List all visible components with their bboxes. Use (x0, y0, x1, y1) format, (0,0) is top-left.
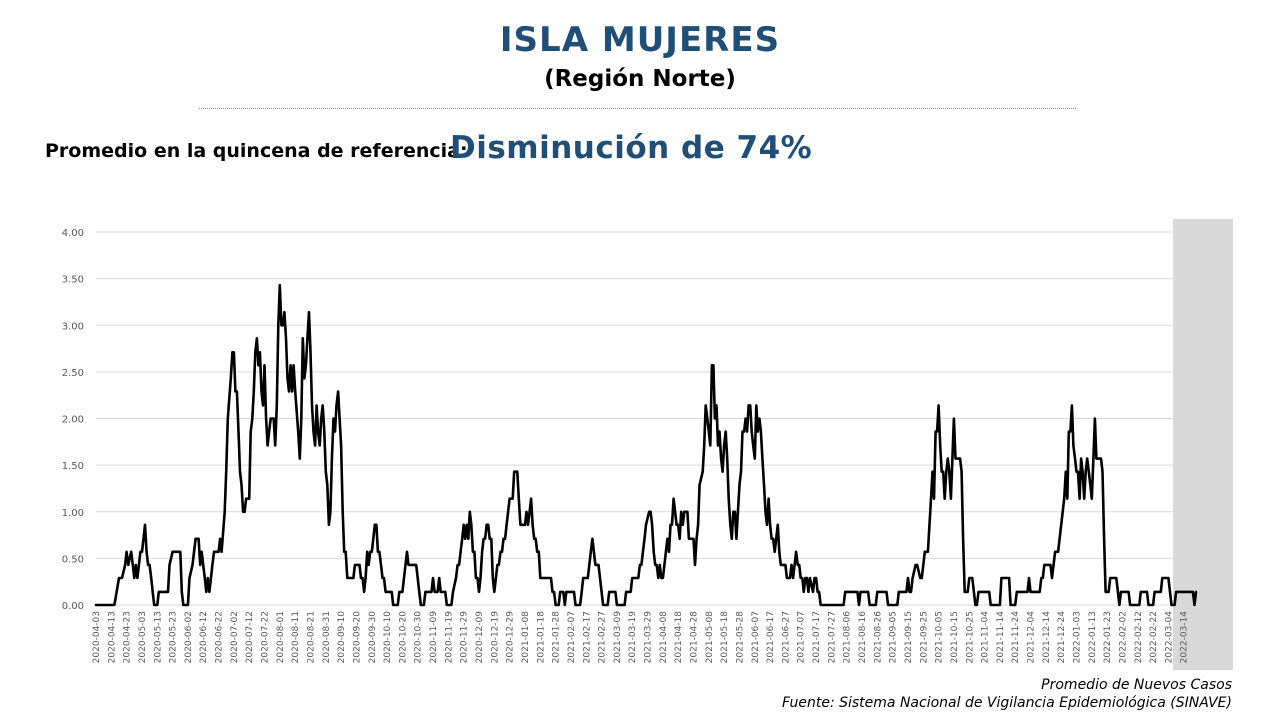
x-tick-label: 2020-05-23 (169, 611, 179, 663)
x-tick-label: 2020-11-29 (460, 611, 470, 664)
x-tick-label: 2020-11-09 (429, 611, 439, 664)
x-tick-label: 2021-08-16 (858, 611, 868, 664)
x-tick-label: 2021-10-25 (965, 611, 975, 663)
x-tick-label: 2021-09-15 (904, 611, 914, 663)
x-tick-label: 2020-08-31 (322, 611, 332, 663)
x-tick-label: 2020-12-09 (475, 611, 485, 664)
x-tick-label: 2022-01-13 (1088, 611, 1098, 663)
x-tick-label: 2021-05-18 (720, 611, 730, 664)
x-tick-label: 2021-08-26 (873, 611, 883, 664)
x-tick-label: 2021-06-07 (751, 611, 761, 663)
x-tick-label: 2021-12-04 (1027, 611, 1037, 664)
y-tick-label: 3.00 (62, 321, 84, 332)
x-tick-label: 2020-06-12 (199, 611, 209, 663)
source-note: Fuente: Sistema Nacional de Vigilancia E… (782, 695, 1232, 711)
x-tick-label: 2020-09-30 (368, 611, 378, 664)
x-tick-label: 2020-10-10 (383, 611, 393, 664)
x-tick-label: 2021-01-08 (521, 611, 531, 664)
x-tick-label: 2020-08-11 (291, 611, 301, 663)
x-tick-label: 2020-09-10 (337, 611, 347, 664)
x-tick-label: 2021-02-07 (567, 611, 577, 663)
x-tick-label: 2020-05-13 (153, 611, 163, 663)
x-tick-label: 2020-08-21 (306, 611, 316, 663)
page-title: ISLA MUJERES (499, 20, 781, 60)
x-tick-label: 2021-05-28 (735, 611, 745, 664)
x-tick-label: 2021-11-24 (1011, 611, 1021, 664)
x-tick-label: 2021-02-17 (582, 611, 592, 663)
x-tick-label: 2020-05-03 (138, 611, 148, 663)
x-tick-label: 2020-11-19 (444, 611, 454, 664)
x-tick-label: 2021-04-28 (689, 611, 699, 664)
x-tick-label: 2020-12-29 (506, 611, 516, 664)
page-subtitle: (Región Norte) (544, 66, 736, 92)
x-tick-label: 2021-12-14 (1042, 611, 1052, 664)
x-tick-label: 2021-06-17 (766, 611, 776, 663)
x-tick-label: 2021-05-08 (705, 611, 715, 664)
x-tick-label: 2021-11-14 (996, 611, 1006, 664)
x-tick-label: 2020-08-01 (276, 611, 286, 663)
y-tick-label: 1.50 (62, 461, 84, 472)
x-tick-label: 2021-07-17 (812, 611, 822, 663)
y-tick-label: 4.00 (62, 228, 84, 239)
x-tick-label: 2021-03-29 (644, 611, 654, 664)
x-tick-label: 2021-09-25 (919, 611, 929, 663)
x-tick-label: 2022-03-14 (1180, 611, 1190, 664)
y-tick-label: 0.00 (62, 601, 84, 612)
x-tick-label: 2020-07-12 (245, 611, 255, 663)
x-tick-label: 2020-07-22 (261, 611, 271, 663)
series-line (94, 283, 1198, 607)
x-tick-label: 2021-09-05 (889, 611, 899, 663)
x-tick-label: 2021-11-04 (981, 611, 991, 664)
x-tick-label: 2021-01-28 (552, 611, 562, 664)
x-tick-label: 2020-04-23 (123, 611, 133, 663)
x-tick-label: 2021-02-27 (598, 611, 608, 663)
reference-value: Disminución de 74% (450, 130, 813, 166)
reference-label: Promedio en la quincena de referencia: (45, 140, 468, 162)
highlight-band (1173, 219, 1233, 670)
x-tick-label: 2020-10-30 (414, 611, 424, 664)
x-tick-label: 2021-03-09 (613, 611, 623, 664)
x-tick-label: 2021-04-18 (674, 611, 684, 664)
x-tick-label: 2021-10-05 (935, 611, 945, 663)
x-tick-label: 2021-10-15 (950, 611, 960, 663)
x-tick-label: 2021-07-27 (827, 611, 837, 663)
x-tick-label: 2022-01-23 (1103, 611, 1113, 663)
x-tick-label: 2022-03-04 (1164, 611, 1174, 664)
x-tick-label: 2020-04-03 (92, 611, 102, 663)
y-tick-label: 0.50 (62, 554, 84, 565)
x-tick-label: 2021-03-19 (628, 611, 638, 664)
y-tick-label: 1.00 (62, 508, 84, 519)
x-tick-label: 2021-08-06 (843, 611, 853, 664)
x-tick-label: 2020-09-20 (352, 611, 362, 664)
x-tick-label: 2020-04-13 (107, 611, 117, 663)
x-tick-label: 2021-06-27 (781, 611, 791, 663)
series-label: Promedio de Nuevos Casos (1041, 677, 1232, 693)
y-tick-label: 2.00 (62, 415, 84, 426)
x-tick-label: 2022-02-02 (1118, 611, 1128, 663)
x-tick-label: 2021-07-07 (797, 611, 807, 663)
title-divider (199, 108, 1076, 109)
x-tick-label: 2021-04-08 (659, 611, 669, 664)
x-tick-label: 2020-12-19 (490, 611, 500, 664)
x-tick-label: 2020-06-02 (184, 611, 194, 663)
x-tick-label: 2020-10-20 (398, 611, 408, 664)
x-tick-label: 2022-01-03 (1073, 611, 1083, 663)
x-tick-label: 2020-07-02 (230, 611, 240, 663)
x-tick-label: 2020-06-22 (215, 611, 225, 663)
y-tick-label: 3.50 (62, 275, 84, 286)
y-tick-label: 2.50 (62, 368, 84, 379)
x-tick-label: 2022-02-12 (1134, 611, 1144, 663)
x-tick-label: 2021-12-24 (1057, 611, 1067, 664)
x-tick-label: 2022-02-22 (1149, 611, 1159, 663)
x-tick-label: 2021-01-18 (536, 611, 546, 664)
